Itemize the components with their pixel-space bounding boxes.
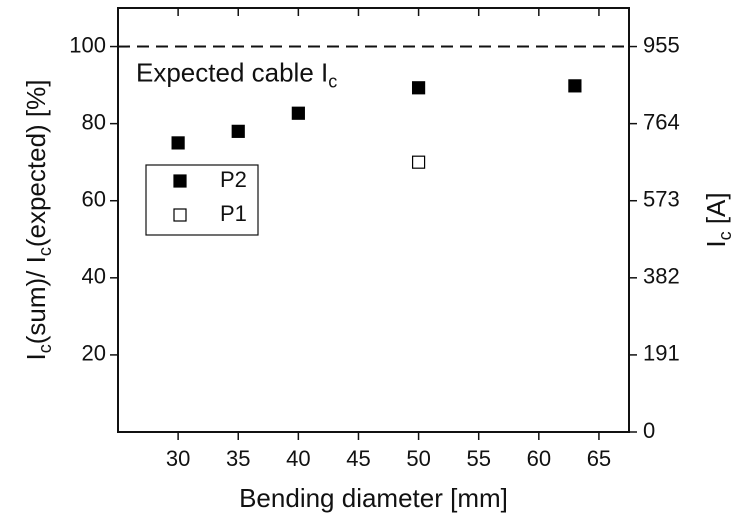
x-tick-label: 35 (226, 446, 250, 471)
y-tick-label: 60 (82, 187, 106, 212)
x-axis-label: Bending diameter [mm] (239, 483, 508, 513)
annotation-part: c (328, 71, 337, 91)
y2-axis-label-part: I (701, 240, 731, 247)
y2-tick-label: 0 (643, 418, 655, 443)
x-tick-label: 60 (527, 446, 551, 471)
point (568, 79, 582, 93)
y2-axis-label-part: c (715, 231, 735, 240)
x-tick-label: 45 (346, 446, 370, 471)
legend-marker (173, 208, 187, 222)
y2-tick-label: 382 (643, 264, 680, 289)
legend-marker (173, 174, 187, 188)
point (231, 124, 245, 138)
plot-frame (117, 7, 630, 433)
y-axis-label-part: I (21, 353, 51, 360)
y2-tick-label: 573 (643, 187, 680, 212)
y-axis-label-part: c (35, 344, 55, 353)
y-tick-label: 20 (82, 341, 106, 366)
y-axis-label-part: (expected) [%] (21, 80, 51, 248)
legend-label: P2 (220, 167, 247, 192)
y2-tick-label: 764 (643, 109, 680, 134)
y-tick-label: 100 (69, 32, 106, 57)
y-axis-label-part: (sum)/ I (21, 256, 51, 344)
y-tick-label: 80 (82, 109, 106, 134)
annotation: Expected cable Ic (136, 57, 337, 91)
y2-axis-label-part: [A] (701, 192, 731, 231)
annotation-part: Expected cable I (136, 57, 328, 87)
legend-label: P1 (220, 201, 247, 226)
x-tick-label: 30 (166, 446, 190, 471)
x-tick-label: 65 (587, 446, 611, 471)
y-axis-label: Ic(sum)/ Ic(expected) [%] (21, 80, 55, 361)
x-tick-label: 40 (286, 446, 310, 471)
y-axis-label-part: c (35, 247, 55, 256)
point (411, 155, 426, 169)
legend-box (145, 164, 259, 236)
x-tick-label: 50 (406, 446, 430, 471)
x-tick-label: 55 (466, 446, 490, 471)
y2-axis-label: Ic [A] (701, 192, 735, 247)
point (291, 106, 305, 120)
y-tick-label: 40 (82, 264, 106, 289)
y2-tick-label: 191 (643, 341, 680, 366)
point (411, 81, 426, 95)
point (171, 136, 185, 150)
y2-tick-label: 955 (643, 32, 680, 57)
